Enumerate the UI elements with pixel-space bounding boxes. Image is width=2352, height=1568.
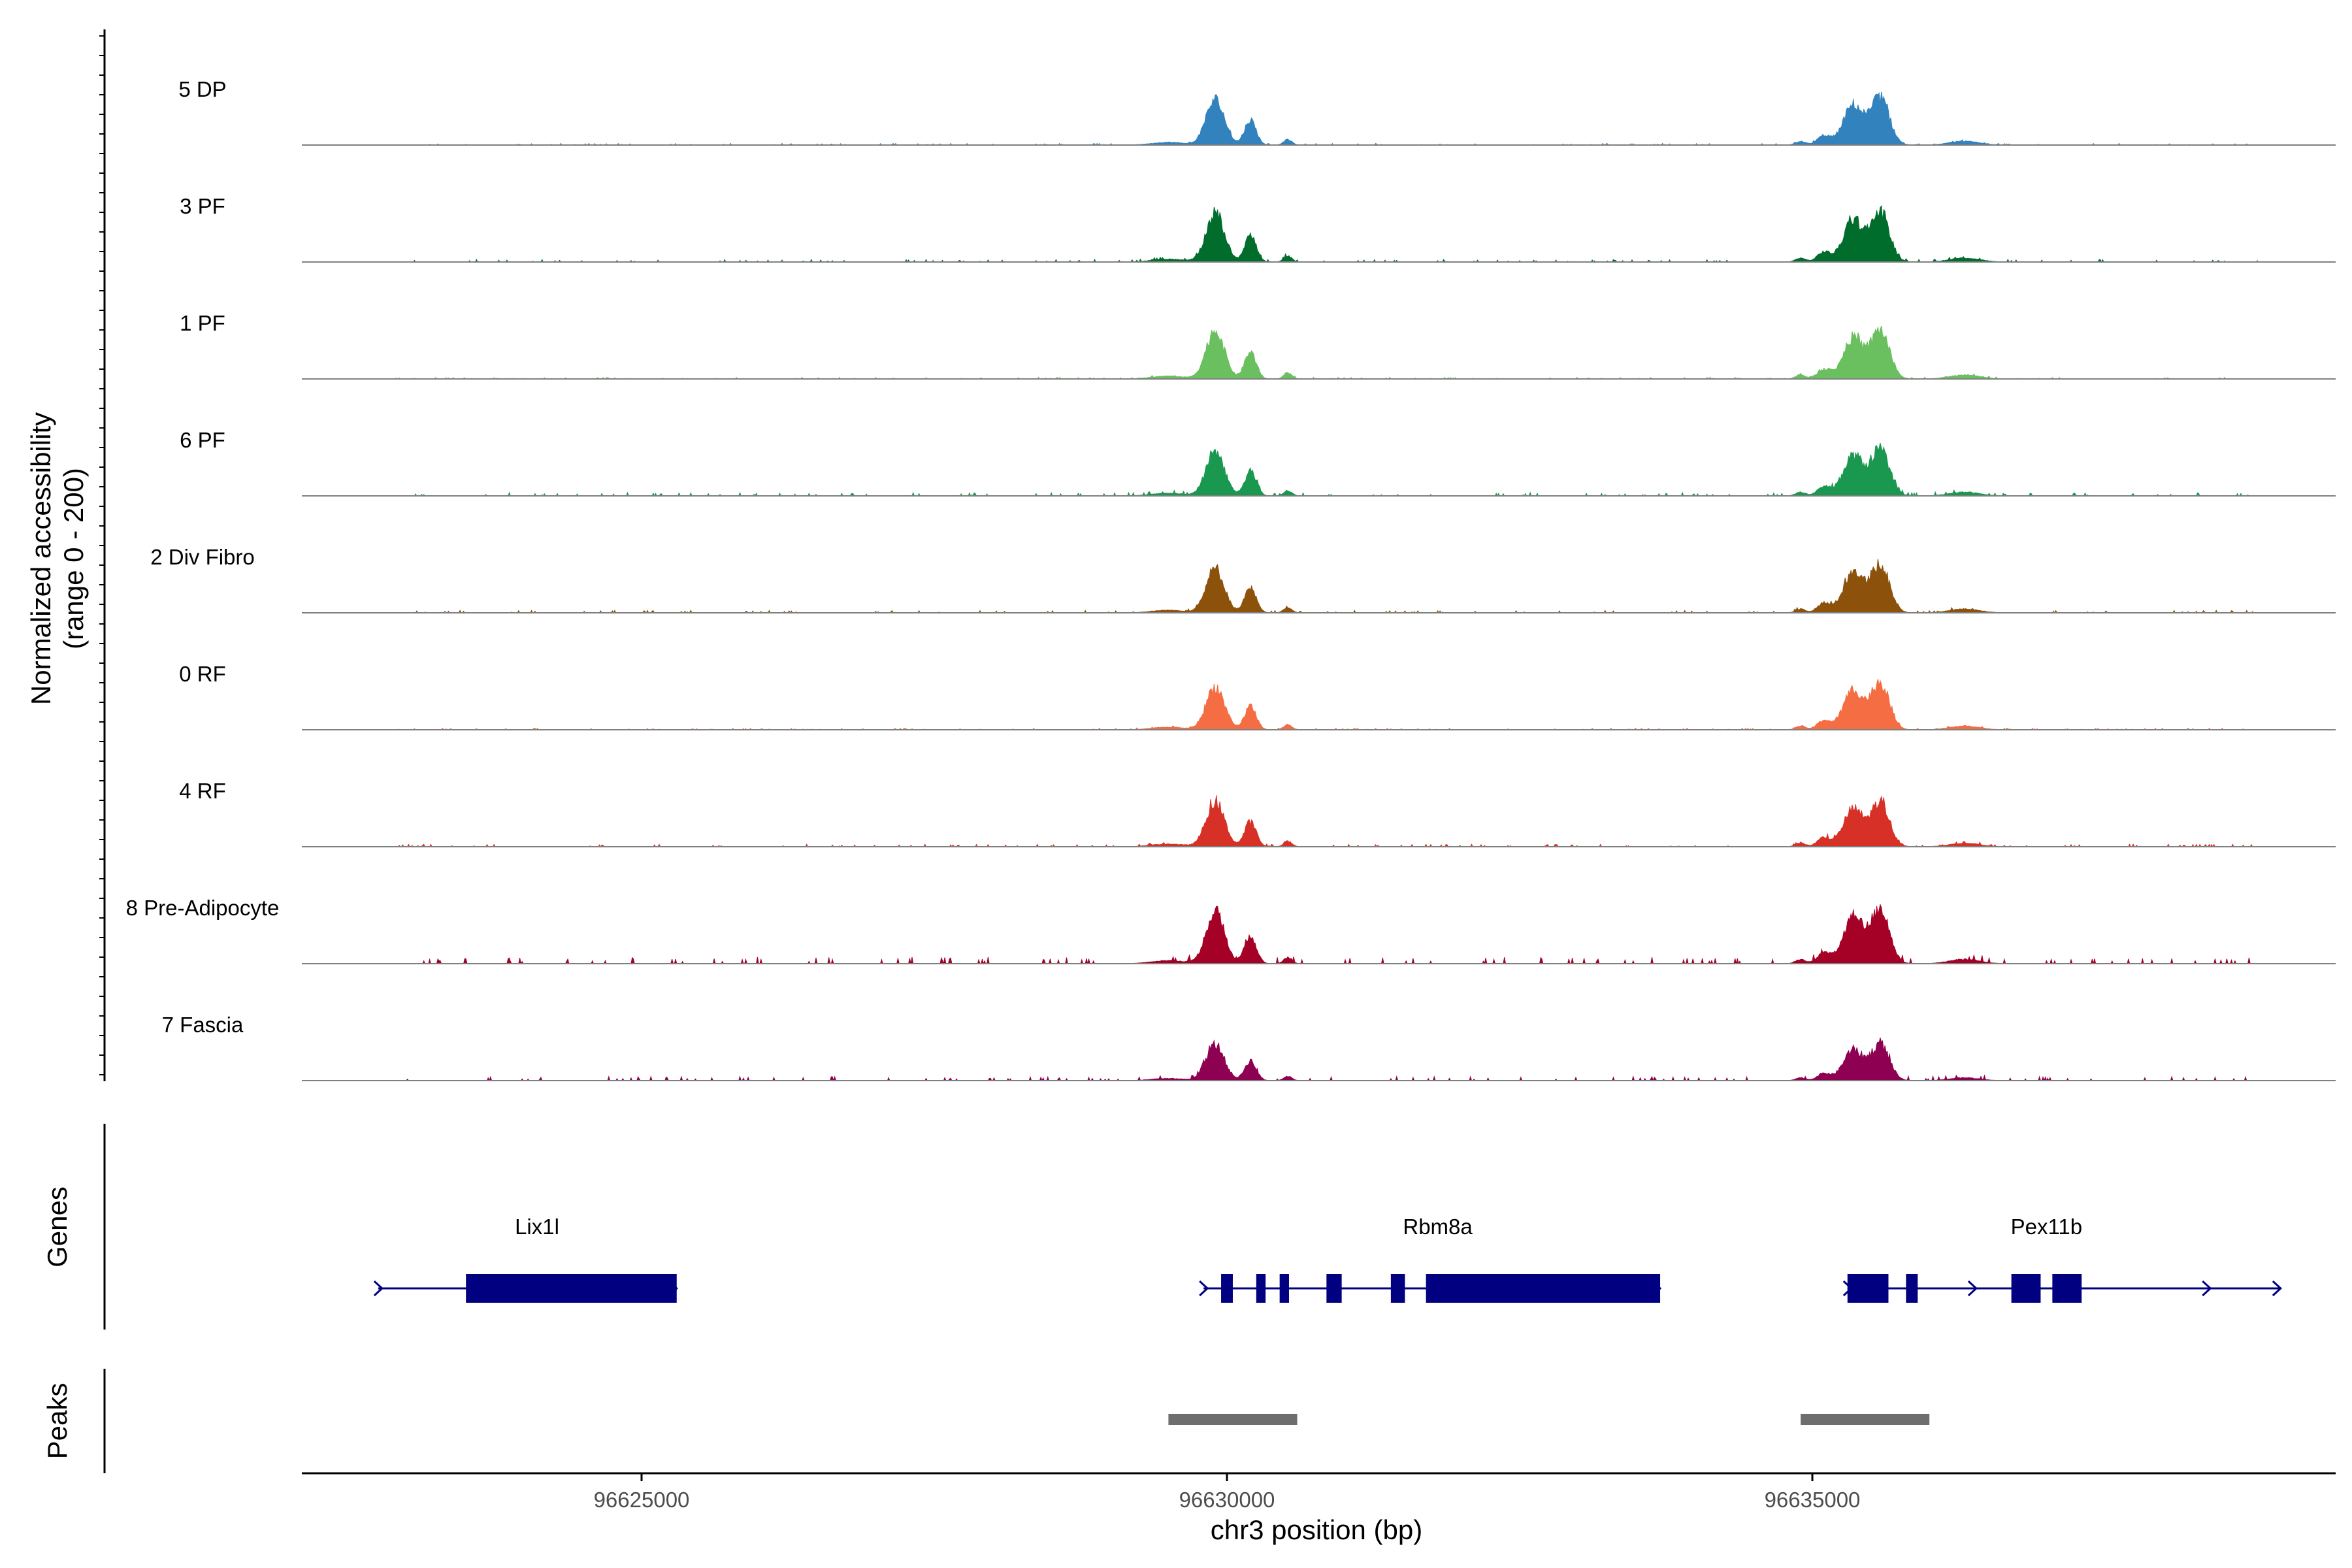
coverage-area-1-pf	[395, 325, 2257, 380]
track-label-5-dp: 5 DP	[178, 77, 226, 101]
track-label-7-fascia: 7 Fascia	[162, 1013, 244, 1037]
exon-lix1l	[466, 1274, 677, 1303]
gene-label-pex11b: Pex11b	[2011, 1215, 2082, 1239]
coverage-track-3-pf: 3 PF	[180, 194, 2336, 263]
strand-arrow	[2202, 1280, 2212, 1297]
y-axis-title: Normalized accessibility	[25, 412, 56, 705]
exon-pex11b	[2052, 1274, 2082, 1303]
coverage-area-4-rf	[395, 795, 2257, 848]
coverage-track-5-dp: 5 DP	[178, 77, 2336, 146]
gene-lix1l: Lix1l	[373, 1215, 678, 1303]
track-label-3-pf: 3 PF	[180, 194, 225, 218]
coverage-area-8-pre-adipocyte	[395, 903, 2257, 965]
gene-label-rbm8a: Rbm8a	[1403, 1215, 1473, 1239]
x-tick-label: 96625000	[594, 1488, 690, 1512]
strand-arrow	[373, 1280, 384, 1297]
exon-rbm8a	[1390, 1274, 1405, 1303]
y-axis-range-label: (range 0 - 200)	[58, 468, 89, 649]
exon-pex11b	[2011, 1274, 2041, 1303]
peak-track	[1168, 1414, 1930, 1425]
coverage-track-6-pf: 6 PF	[180, 428, 2336, 497]
track-label-6-pf: 6 PF	[180, 428, 225, 452]
gene-pex11b: Pex11b	[1842, 1215, 2283, 1303]
coverage-area-5-dp	[395, 91, 2257, 146]
track-label-4-rf: 4 RF	[179, 779, 226, 803]
coverage-area-0-rf	[395, 679, 2257, 730]
gene-track: Lix1l Rbm8a Pex11b	[373, 1215, 2283, 1303]
track-label-8-pre-adipocyte: 8 Pre-Adipocyte	[126, 896, 280, 920]
exon-rbm8a	[1256, 1274, 1266, 1303]
coverage-area-2-div-fibro	[395, 559, 2257, 614]
peaks-track-title: Peaks	[42, 1383, 73, 1460]
strand-arrow	[1967, 1280, 1978, 1297]
strand-arrow	[1199, 1280, 1209, 1297]
exon-rbm8a	[1326, 1274, 1342, 1303]
peak-bar	[1168, 1414, 1298, 1425]
genes-track-title: Genes	[42, 1186, 73, 1267]
strand-arrow	[2272, 1280, 2283, 1297]
track-label-0-rf: 0 RF	[179, 662, 226, 686]
coverage-area-6-pf	[395, 442, 2257, 497]
coverage-track-4-rf: 4 RF	[179, 779, 2336, 848]
x-axis-title: chr3 position (bp)	[1211, 1514, 1423, 1545]
track-label-2-div-fibro: 2 Div Fibro	[150, 545, 255, 569]
accessibility-axis-ticks	[99, 35, 105, 1075]
exon-rbm8a	[1426, 1274, 1661, 1303]
x-axis-ticks: 96625000 96630000 96635000	[594, 1473, 1861, 1512]
coverage-track-0-rf: 0 RF	[179, 662, 2336, 730]
gene-label-lix1l: Lix1l	[515, 1215, 559, 1239]
exon-rbm8a	[1279, 1274, 1289, 1303]
peak-bar	[1801, 1414, 1930, 1425]
coverage-track-8-pre-adipocyte: 8 Pre-Adipocyte	[126, 896, 2336, 965]
exon-pex11b	[1906, 1274, 1918, 1303]
gene-rbm8a: Rbm8a	[1199, 1215, 1662, 1303]
coverage-track-7-fascia: 7 Fascia	[162, 1013, 2336, 1082]
x-tick-label: 96630000	[1179, 1488, 1275, 1512]
exon-pex11b	[1847, 1274, 1889, 1303]
coverage-track-1-pf: 1 PF	[180, 311, 2336, 380]
x-tick-label: 96635000	[1765, 1488, 1861, 1512]
coverage-area-7-fascia	[395, 1037, 2257, 1082]
track-label-1-pf: 1 PF	[180, 311, 225, 335]
coverage-tracks: 5 DP 3 PF 1 PF 6 PF 2 Div Fibro 0 RF 4 RF 8 Pre…	[126, 77, 2336, 1082]
coverage-track-2-div-fibro: 2 Div Fibro	[150, 545, 2336, 614]
exon-rbm8a	[1221, 1274, 1233, 1303]
coverage-area-3-pf	[395, 204, 2258, 263]
